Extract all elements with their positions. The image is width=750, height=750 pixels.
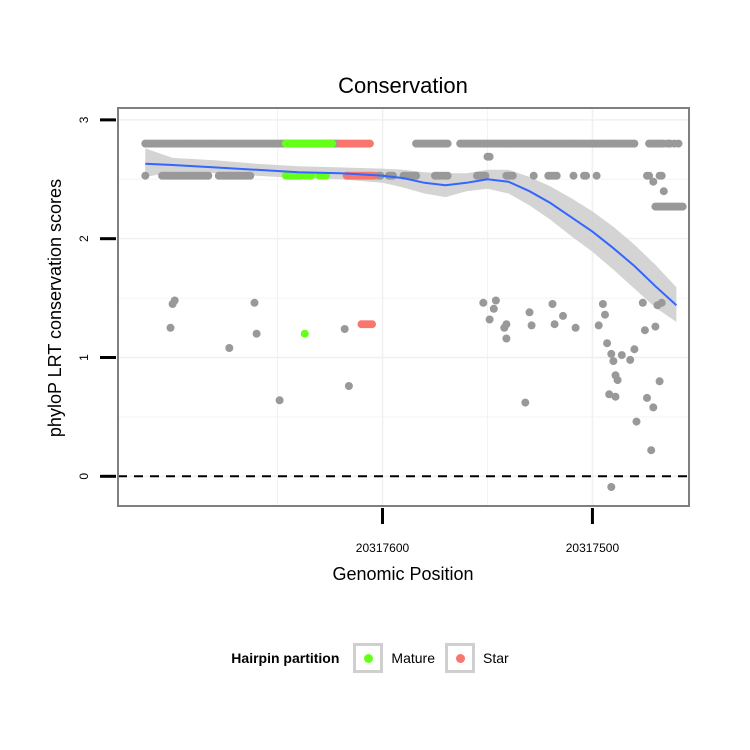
- smooth-trend-line: [145, 162, 678, 306]
- data-point-other: [655, 377, 664, 386]
- data-point-other: [569, 171, 578, 180]
- data-point-other: [529, 171, 538, 180]
- data-point-other: [603, 339, 612, 348]
- data-point-other: [550, 320, 559, 329]
- data-point-other: [252, 329, 261, 338]
- data-point-other: [607, 483, 616, 491]
- data-point-other: [525, 308, 534, 317]
- data-point-other: [508, 171, 517, 180]
- data-point-other: [630, 139, 639, 148]
- data-point-other: [611, 392, 620, 401]
- data-point-other: [170, 296, 179, 305]
- data-point-other: [559, 311, 567, 320]
- data-point-other: [640, 326, 649, 335]
- data-point-other: [479, 298, 488, 307]
- legend: Hairpin partition Mature Star: [0, 640, 750, 676]
- data-point-other: [659, 187, 668, 196]
- data-point-other: [548, 300, 557, 308]
- data-point-other: [674, 139, 683, 148]
- data-point-other: [632, 417, 641, 426]
- y-tick-label: 2: [77, 235, 91, 242]
- confidence-ribbon-layer: [145, 148, 677, 322]
- data-point-other: [443, 171, 452, 180]
- data-point-other: [485, 315, 494, 324]
- data-point-mature: [307, 171, 316, 180]
- y-axis: 0 1 2 3: [77, 116, 116, 480]
- y-tick-label: 0: [77, 473, 91, 480]
- data-point-other: [250, 298, 259, 307]
- data-point-other: [225, 344, 234, 352]
- data-point-other: [605, 390, 614, 399]
- data-point-other: [443, 139, 452, 148]
- confidence-ribbon: [145, 148, 677, 322]
- data-point-other: [481, 171, 490, 180]
- data-point-other: [649, 177, 658, 186]
- y-tick-label: 1: [77, 354, 91, 361]
- data-point-other: [502, 320, 511, 329]
- data-point-other: [502, 334, 511, 343]
- data-point-mature: [328, 139, 337, 148]
- legend-title: Hairpin partition: [231, 650, 340, 666]
- legend-label-mature: Mature: [391, 650, 435, 666]
- data-point-other: [489, 304, 498, 313]
- data-point-other: [582, 171, 591, 180]
- data-point-other: [617, 351, 626, 360]
- data-point-star: [368, 320, 376, 329]
- y-axis-title: phyloP LRT conservation scores: [45, 179, 65, 437]
- data-point-other: [649, 403, 658, 412]
- smooth-line-layer: [145, 162, 678, 306]
- data-point-other: [607, 349, 616, 358]
- x-axis-title: Genomic Position: [332, 564, 473, 584]
- x-tick-label: 20317500: [566, 541, 620, 555]
- legend-key-mature: [353, 643, 384, 673]
- legend-dot-star: [455, 653, 465, 663]
- data-point-other: [598, 300, 607, 308]
- data-point-other: [647, 446, 656, 455]
- data-point-other: [485, 152, 494, 161]
- data-point-other: [657, 171, 666, 180]
- data-point-other: [552, 171, 561, 180]
- data-point-other: [657, 298, 666, 307]
- data-point-other: [275, 396, 284, 405]
- data-point-mature: [300, 329, 309, 338]
- data-point-other: [594, 321, 603, 330]
- data-point-other: [521, 398, 530, 407]
- data-point-other: [527, 321, 536, 330]
- data-point-other: [630, 345, 639, 354]
- data-point-other: [246, 171, 255, 180]
- x-axis: 20317600 20317500: [356, 508, 620, 555]
- data-point-other: [340, 325, 349, 333]
- data-point-other: [638, 298, 647, 307]
- scatter-points-layer: [141, 139, 687, 491]
- data-point-other: [651, 322, 660, 331]
- data-point-other: [571, 323, 580, 332]
- data-point-other: [645, 171, 654, 180]
- data-point-other: [592, 171, 601, 180]
- chart-title: Conservation: [338, 73, 468, 98]
- data-point-other: [666, 139, 675, 148]
- legend-key-star: [445, 643, 475, 673]
- data-point-other: [609, 357, 618, 366]
- data-point-other: [412, 171, 421, 180]
- data-point-other: [678, 202, 687, 211]
- data-point-star: [365, 139, 374, 148]
- legend-dot-mature: [363, 653, 373, 663]
- y-tick-label: 3: [77, 116, 91, 123]
- data-point-other: [141, 171, 150, 180]
- data-point-other: [643, 393, 651, 402]
- data-point-other: [166, 323, 175, 332]
- data-point-other: [491, 296, 500, 305]
- data-point-other: [204, 171, 213, 180]
- plot-panel-border: [117, 107, 690, 507]
- data-point-other: [626, 355, 635, 364]
- legend-label-star: Star: [483, 650, 509, 666]
- x-tick-label: 20317600: [356, 541, 410, 555]
- data-point-other: [344, 382, 353, 390]
- data-point-other: [613, 376, 622, 385]
- data-point-other: [601, 310, 609, 319]
